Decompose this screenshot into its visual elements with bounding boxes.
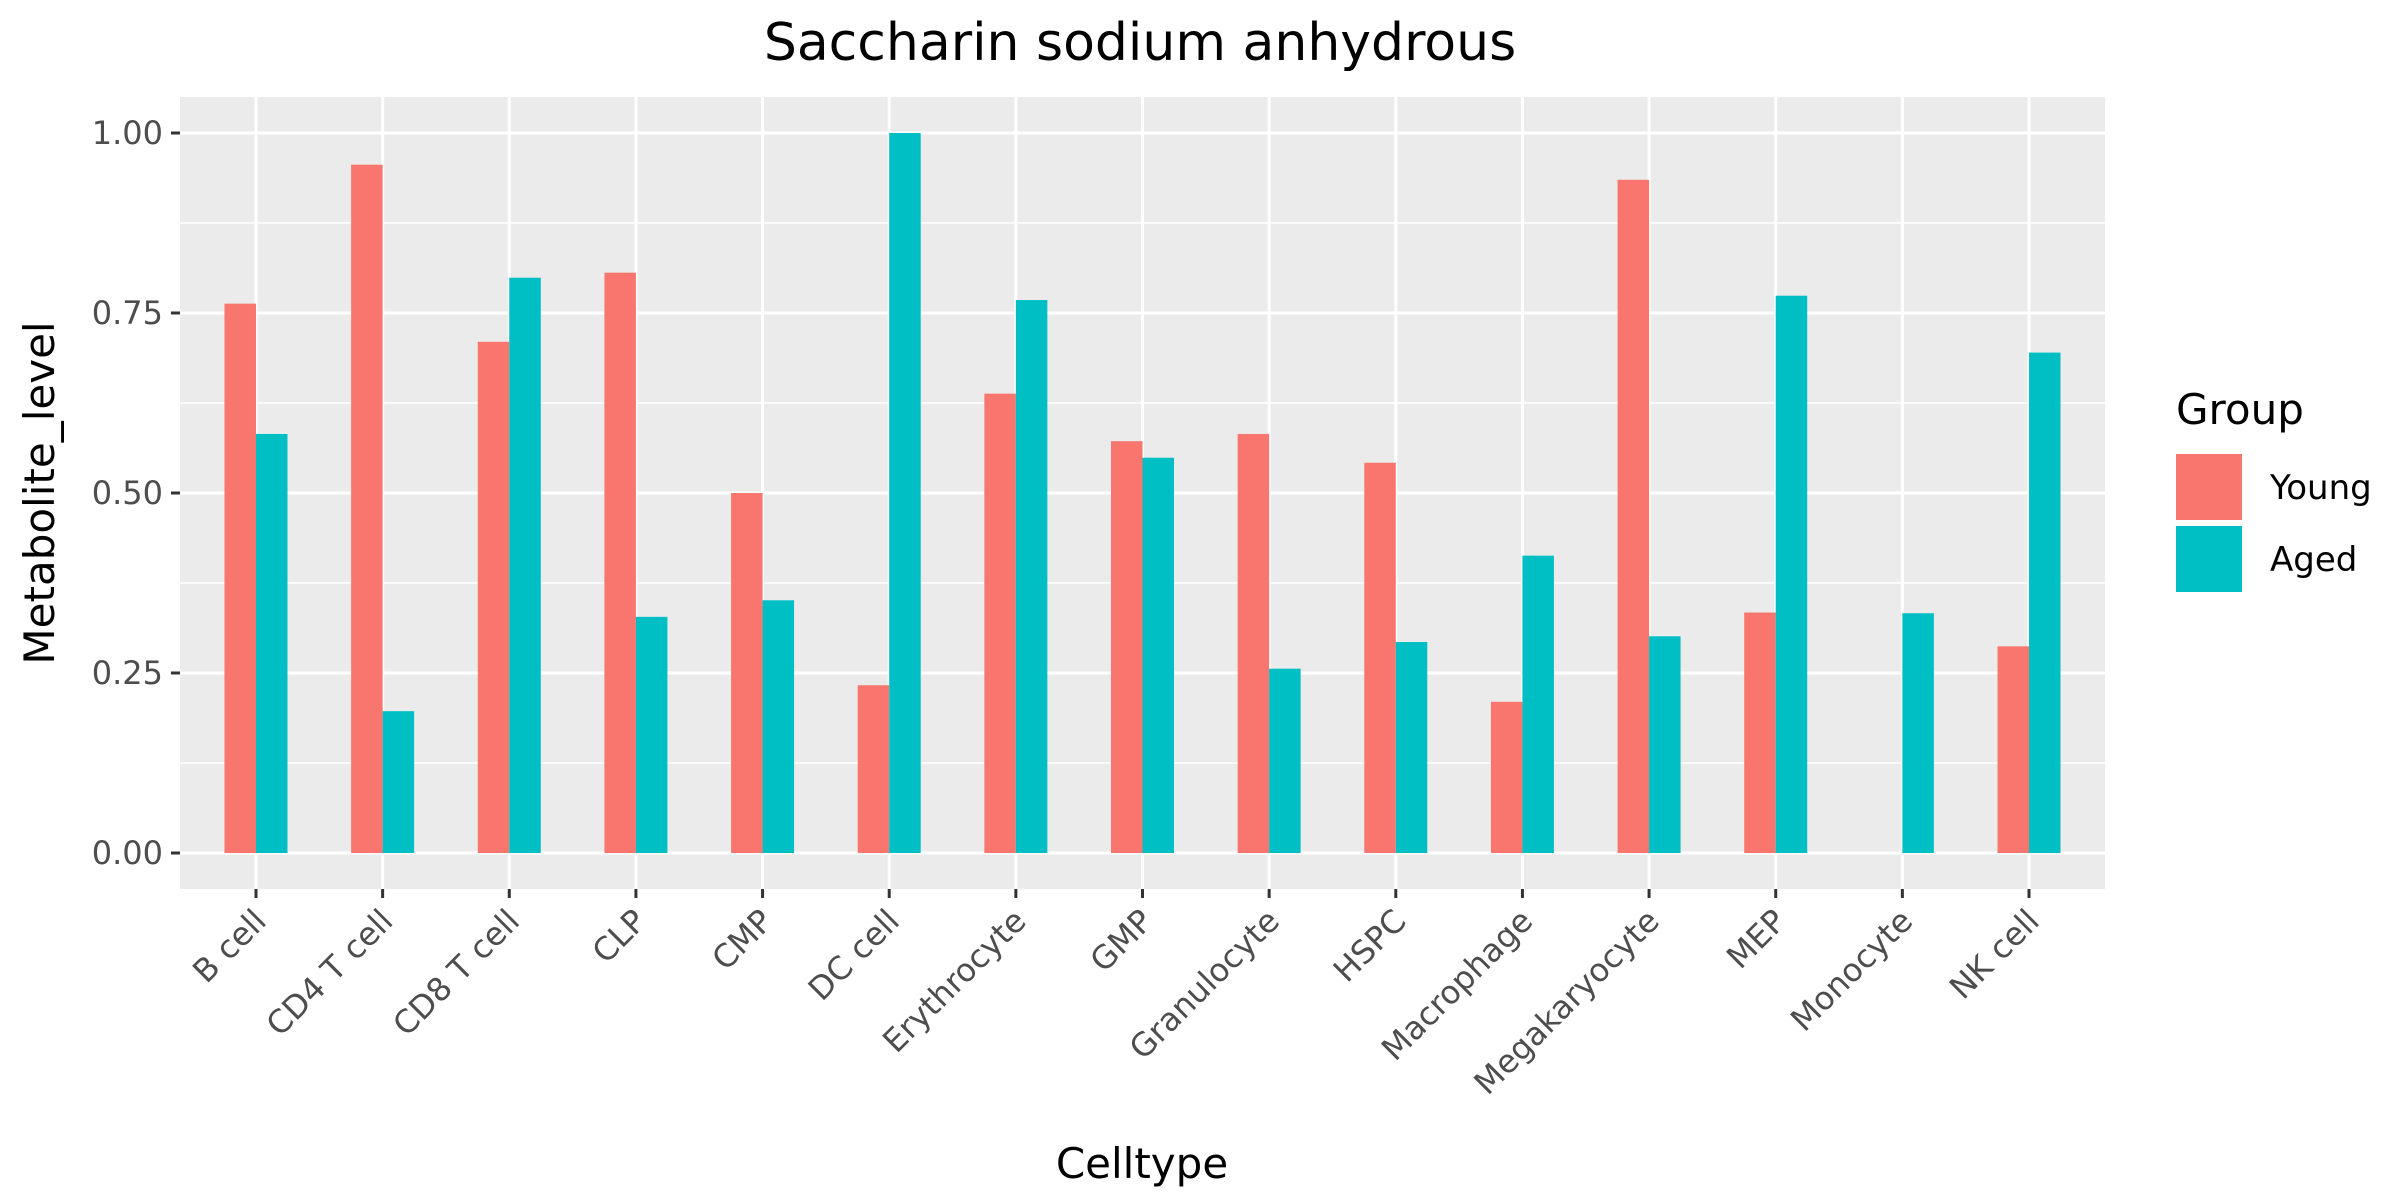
x-tick-label: Monocyte <box>1783 902 1920 1039</box>
bar-young <box>1237 433 1270 853</box>
x-tick-label: DC cell <box>801 902 907 1008</box>
x-tick-label: CMP <box>704 902 780 978</box>
legend-label-young: Young <box>2269 468 2372 508</box>
bar-aged <box>255 433 288 853</box>
bar-young <box>857 685 890 853</box>
x-tick-label: MEP <box>1719 902 1793 976</box>
x-tick-label: B cell <box>185 902 274 991</box>
y-tick-label: 0.00 <box>92 834 163 872</box>
legend-swatch-aged <box>2176 526 2242 592</box>
bar-aged <box>1015 300 1048 853</box>
bar-young <box>1744 612 1776 853</box>
bar-aged <box>382 711 415 853</box>
bar-aged <box>1649 636 1681 853</box>
bar-aged <box>1142 457 1174 853</box>
y-tick-label: 0.25 <box>92 654 163 692</box>
bar-aged <box>1775 295 1808 854</box>
bar-aged <box>509 277 541 854</box>
y-tick-label: 1.00 <box>92 114 163 152</box>
bar-young <box>351 164 383 853</box>
x-axis-title: Celltype <box>1056 1139 1228 1188</box>
bar-young <box>731 493 763 853</box>
bar-young <box>984 393 1016 853</box>
bar-young <box>604 272 636 853</box>
bar-young <box>477 341 510 853</box>
legend: Group Young Aged <box>2176 385 2372 592</box>
x-tick-label: NK cell <box>1942 902 2047 1007</box>
bar-aged <box>635 616 668 853</box>
chart-title: Saccharin sodium anhydrous <box>764 13 1516 73</box>
bar-young <box>1997 646 2030 853</box>
bar-aged <box>1269 668 1301 853</box>
y-tick-label: 0.50 <box>92 474 163 512</box>
legend-label-aged: Aged <box>2270 540 2357 580</box>
x-tick-label: CD4 T cell <box>259 902 401 1044</box>
bars <box>224 133 2061 854</box>
bar-young <box>1111 441 1143 853</box>
bar-aged <box>1395 642 1428 853</box>
bar-young <box>1617 179 1650 854</box>
x-tick-label: GMP <box>1083 902 1161 980</box>
bar-young <box>1490 701 1523 853</box>
y-axis-title: Metabolite_level <box>15 321 64 664</box>
legend-swatch-young <box>2176 454 2242 520</box>
bar-aged <box>889 133 921 853</box>
bar-young <box>224 303 256 853</box>
bar-aged <box>2029 352 2061 853</box>
bar-aged <box>1522 555 1554 853</box>
x-tick-label: HSPC <box>1326 902 1414 990</box>
x-tick-label: CD8 T cell <box>385 902 527 1044</box>
legend-title: Group <box>2176 385 2304 434</box>
x-tick-label: CLP <box>585 902 654 971</box>
bar-young <box>1364 462 1396 853</box>
y-axis: 0.00 0.25 0.50 0.75 1.00 <box>92 114 180 872</box>
y-tick-label: 0.75 <box>92 294 163 332</box>
bar-aged <box>1902 613 1934 853</box>
bar-aged <box>762 600 795 853</box>
